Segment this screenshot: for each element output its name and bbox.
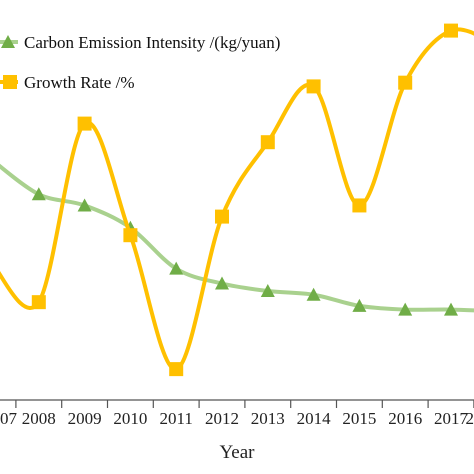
x-tick-label: 2011 — [160, 409, 193, 428]
data-point-square — [444, 23, 458, 38]
legend-label: Growth Rate /% — [24, 73, 134, 92]
data-point-square — [260, 135, 275, 150]
x-tick-label: 2010 — [113, 409, 147, 428]
data-point-square — [306, 79, 321, 94]
data-point-square — [31, 295, 46, 310]
series-growth-rate — [0, 23, 474, 377]
legend-item: Carbon Emission Intensity /(kg/yuan) — [0, 33, 280, 52]
data-point-triangle — [260, 284, 275, 297]
data-point-square — [123, 228, 138, 243]
data-point-square — [77, 116, 92, 131]
legend: Carbon Emission Intensity /(kg/yuan) Grow… — [0, 33, 280, 92]
data-point-triangle — [306, 287, 321, 301]
data-point-square — [398, 75, 413, 90]
series-layer — [0, 23, 474, 377]
data-point-square — [169, 362, 184, 377]
x-tick-label: 2014 — [297, 409, 332, 428]
data-point-triangle — [169, 261, 184, 275]
data-point-triangle — [444, 302, 458, 316]
data-point-triangle — [352, 298, 367, 312]
x-tick-label: 2 — [466, 409, 474, 428]
x-tick-label: 2012 — [205, 409, 239, 428]
series-line — [0, 163, 474, 313]
data-point-triangle — [215, 276, 229, 290]
x-tick-label: 2008 — [22, 409, 56, 428]
legend-item: Growth Rate /% — [0, 73, 134, 92]
x-axis-title: Year — [219, 442, 255, 463]
legend-triangle-marker — [1, 35, 15, 48]
x-tick-label: 2015 — [342, 409, 376, 428]
legend-square-marker — [3, 75, 17, 89]
data-point-square — [352, 198, 367, 213]
x-tick-label: 2013 — [251, 409, 285, 428]
data-point-triangle — [31, 187, 46, 201]
data-point-triangle — [77, 198, 92, 212]
x-tick-label: 07 — [0, 409, 18, 428]
x-tick-label: 2017 — [434, 409, 469, 428]
data-point-square — [215, 209, 229, 224]
legend-label: Carbon Emission Intensity /(kg/yuan) — [24, 33, 280, 52]
x-tick-label: 2009 — [68, 409, 102, 428]
axes: 07 2008 2009 2010 2011 2012 2013 2014 2015 2016 20… — [0, 399, 474, 428]
series-carbon-intensity — [0, 163, 474, 316]
data-point-triangle — [398, 302, 413, 316]
x-tick-label: 2016 — [388, 409, 422, 428]
